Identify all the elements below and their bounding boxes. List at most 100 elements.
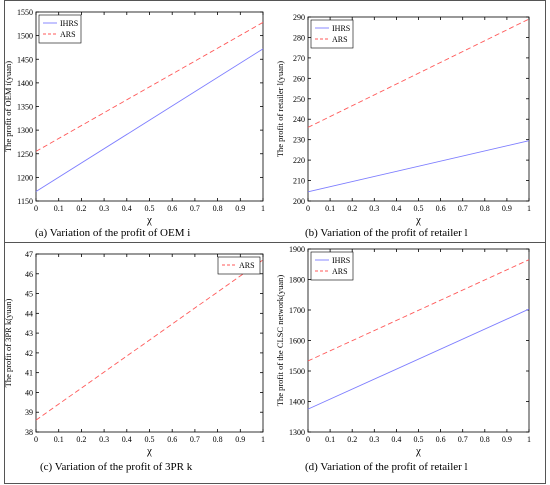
y-tick-label: 260 (293, 74, 305, 83)
y-tick-label: 41 (25, 369, 33, 378)
legend-label: IHRS (332, 256, 350, 265)
x-tick-label: 0.6 (436, 435, 446, 444)
x-tick-label: 0 (34, 435, 38, 444)
legend-label: IHRS (332, 24, 350, 33)
chart-panel: 0 0.1 0.2 0.3 0.4 0.5 0.6 0.7 0.8 0.9 1 1150 1200 125… (3, 8, 265, 226)
x-tick-label: 0.2 (347, 435, 357, 444)
x-tick-label: 0.5 (145, 204, 155, 213)
x-tick-label: 0.4 (122, 435, 132, 444)
series-line-ihrs (307, 308, 530, 410)
chart-panel: 0 0.1 0.2 0.3 0.4 0.5 0.6 0.7 0.8 0.9 1 38 39 40 41 42 4… (3, 250, 265, 457)
x-tick-label: 0.5 (414, 204, 424, 213)
y-tick-label: 40 (25, 388, 33, 397)
x-tick-label: 0.1 (54, 204, 64, 213)
caption-panel-b: (b) Variation of the profit of retailer … (305, 227, 468, 239)
series-line-ihrs (307, 140, 530, 193)
y-axis-label: The profit of retailer l(yuan) (275, 61, 285, 157)
series-line-ars (307, 18, 530, 128)
legend-box (38, 14, 82, 44)
x-tick-label: 0.6 (167, 204, 177, 213)
y-tick-label: 1450 (17, 55, 33, 64)
x-tick-label: 0.4 (122, 204, 132, 213)
y-tick-label: 200 (293, 197, 305, 206)
x-tick-label: 0.9 (235, 435, 245, 444)
series-line-ihrs (35, 48, 264, 192)
y-tick-label: 39 (25, 408, 33, 417)
y-tick-label: 1250 (17, 150, 33, 159)
y-tick-label: 42 (25, 349, 33, 358)
legend-label: ARS (332, 35, 348, 44)
x-tick-label: 0 (306, 204, 310, 213)
y-tick-label: 230 (293, 136, 305, 145)
y-tick-label: 38 (25, 428, 33, 437)
x-tick-label: 0.2 (347, 204, 357, 213)
x-tick-label: 0.3 (99, 435, 109, 444)
y-tick-label: 240 (293, 115, 305, 124)
x-tick-label: 0.3 (369, 204, 379, 213)
x-tick-label: 0.2 (76, 435, 86, 444)
x-tick-label: 0.1 (325, 435, 335, 444)
series-line-ars (307, 259, 530, 362)
y-tick-label: 44 (25, 309, 33, 318)
caption-panel-d: (d) Variation of the profit of retailer … (305, 461, 468, 473)
x-tick-label: 0.1 (325, 204, 335, 213)
legend-box (217, 256, 261, 275)
legend-label: IHRS (60, 19, 78, 28)
x-axis-label: χ (146, 214, 152, 226)
x-tick-label: 0.3 (99, 204, 109, 213)
legend-label: ARS (332, 267, 348, 276)
x-tick-label: 0.8 (213, 204, 223, 213)
y-tick-label: 1900 (289, 245, 305, 254)
legend-box (310, 251, 354, 281)
y-tick-label: 43 (25, 329, 33, 338)
x-tick-label: 0 (306, 435, 310, 444)
x-tick-label: 1 (527, 204, 531, 213)
y-tick-label: 46 (25, 270, 33, 279)
chart-panel: 0 0.1 0.2 0.3 0.4 0.5 0.6 0.7 0.8 0.9 1 200 210 220 23… (275, 13, 531, 226)
chart-panel: 0 0.1 0.2 0.3 0.4 0.5 0.6 0.7 0.8 0.9 1 1300 1400 150… (275, 245, 531, 457)
y-tick-label: 1300 (289, 428, 305, 437)
series-line-ars (35, 259, 264, 421)
x-tick-label: 0.6 (167, 435, 177, 444)
x-tick-label: 0.7 (190, 435, 200, 444)
y-tick-label: 1150 (17, 197, 33, 206)
x-tick-label: 0.5 (414, 435, 424, 444)
y-tick-label: 280 (293, 33, 305, 42)
y-tick-label: 47 (25, 250, 33, 259)
y-axis-label: The profit of the CLSC network(yuan) (275, 275, 285, 407)
y-tick-label: 1550 (17, 8, 33, 17)
y-tick-label: 1700 (289, 306, 305, 315)
y-tick-label: 270 (293, 54, 305, 63)
x-tick-label: 0.9 (502, 204, 512, 213)
x-tick-label: 0.8 (480, 435, 490, 444)
y-tick-label: 1500 (17, 32, 33, 41)
x-axis-label: χ (415, 214, 421, 226)
x-tick-label: 0.3 (369, 435, 379, 444)
y-tick-label: 1300 (17, 126, 33, 135)
caption-panel-a: (a) Variation of the profit of OEM i (35, 227, 191, 239)
caption-panel-c: (c) Variation of the profit of 3PR k (40, 461, 193, 473)
x-axis-label: χ (415, 445, 421, 457)
x-tick-label: 0.7 (458, 204, 468, 213)
y-tick-label: 45 (25, 290, 33, 299)
x-axis-label: χ (146, 445, 152, 457)
y-tick-label: 1200 (17, 173, 33, 182)
x-tick-label: 0.4 (391, 435, 401, 444)
y-tick-label: 210 (293, 177, 305, 186)
y-axis-label: The profit of 3PR k(yuan) (3, 298, 13, 387)
x-tick-label: 0.8 (213, 435, 223, 444)
legend-label: ARS (239, 261, 255, 270)
x-tick-label: 0.7 (458, 435, 468, 444)
x-tick-label: 0 (34, 204, 38, 213)
x-tick-label: 0.1 (54, 435, 64, 444)
y-axis-label: The profit of OEM i(yuan) (3, 61, 13, 152)
y-tick-label: 1800 (289, 276, 305, 285)
y-tick-label: 1350 (17, 103, 33, 112)
y-tick-label: 290 (293, 13, 305, 22)
y-tick-label: 1600 (289, 337, 305, 346)
x-tick-label: 0.9 (502, 435, 512, 444)
x-tick-label: 0.7 (190, 204, 200, 213)
y-tick-label: 1400 (17, 79, 33, 88)
y-tick-label: 250 (293, 95, 305, 104)
x-tick-label: 0.5 (145, 435, 155, 444)
